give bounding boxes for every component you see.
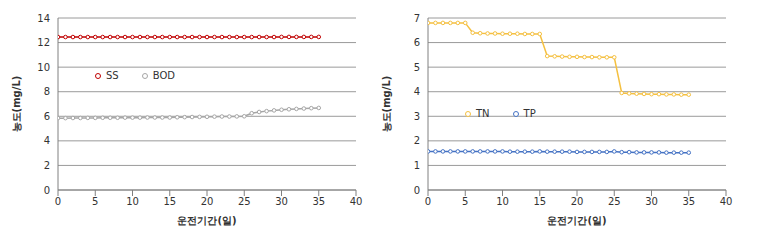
svg-text:10: 10 xyxy=(496,196,509,207)
svg-text:농도(mg/L): 농도(mg/L) xyxy=(381,76,392,133)
svg-text:6: 6 xyxy=(44,111,50,122)
svg-text:3: 3 xyxy=(414,111,420,122)
svg-text:12: 12 xyxy=(37,37,50,48)
svg-text:운전기간(일): 운전기간(일) xyxy=(177,215,236,226)
svg-text:2: 2 xyxy=(414,135,420,146)
svg-text:2: 2 xyxy=(44,160,50,171)
svg-text:농도(mg/L): 농도(mg/L) xyxy=(11,76,22,133)
svg-text:14: 14 xyxy=(37,13,50,24)
svg-text:35: 35 xyxy=(312,196,325,207)
html-text:BOD: BOD xyxy=(152,70,175,81)
svg-text:5: 5 xyxy=(462,196,468,207)
html-text:TP: TP xyxy=(523,108,536,119)
svg-text:10: 10 xyxy=(37,62,50,73)
svg-text:10: 10 xyxy=(126,196,139,207)
svg-text:4: 4 xyxy=(44,135,50,146)
svg-text:30: 30 xyxy=(275,196,288,207)
svg-text:0: 0 xyxy=(44,185,50,196)
svg-text:15: 15 xyxy=(533,196,546,207)
svg-text:20: 20 xyxy=(201,196,214,207)
svg-text:운전기간(일): 운전기간(일) xyxy=(547,215,606,226)
svg-text:0: 0 xyxy=(425,196,431,207)
svg-text:25: 25 xyxy=(608,196,621,207)
svg-text:0: 0 xyxy=(414,185,420,196)
svg-text:5: 5 xyxy=(92,196,98,207)
svg-text:7: 7 xyxy=(414,13,420,24)
svg-text:40: 40 xyxy=(720,196,733,207)
svg-text:8: 8 xyxy=(44,86,50,97)
html-text:SS: SS xyxy=(106,70,119,81)
svg-text:0: 0 xyxy=(55,196,61,207)
svg-text:40: 40 xyxy=(350,196,363,207)
svg-text:30: 30 xyxy=(645,196,658,207)
svg-text:20: 20 xyxy=(571,196,584,207)
html-text:TN: TN xyxy=(476,108,490,119)
svg-text:35: 35 xyxy=(682,196,695,207)
svg-text:15: 15 xyxy=(163,196,176,207)
svg-text:5: 5 xyxy=(414,62,420,73)
svg-text:25: 25 xyxy=(238,196,251,207)
svg-text:4: 4 xyxy=(414,86,420,97)
svg-text:6: 6 xyxy=(414,37,420,48)
svg-text:1: 1 xyxy=(414,160,420,171)
